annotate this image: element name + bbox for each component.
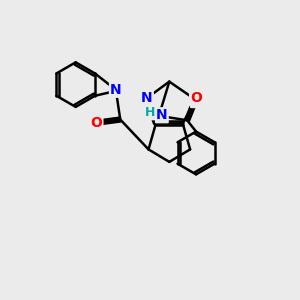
Text: O: O — [190, 91, 202, 105]
Text: N: N — [156, 108, 168, 122]
Text: H: H — [145, 106, 155, 119]
Text: S: S — [191, 93, 201, 107]
Text: N: N — [110, 83, 122, 97]
Text: N: N — [141, 91, 153, 105]
Text: O: O — [91, 116, 102, 130]
